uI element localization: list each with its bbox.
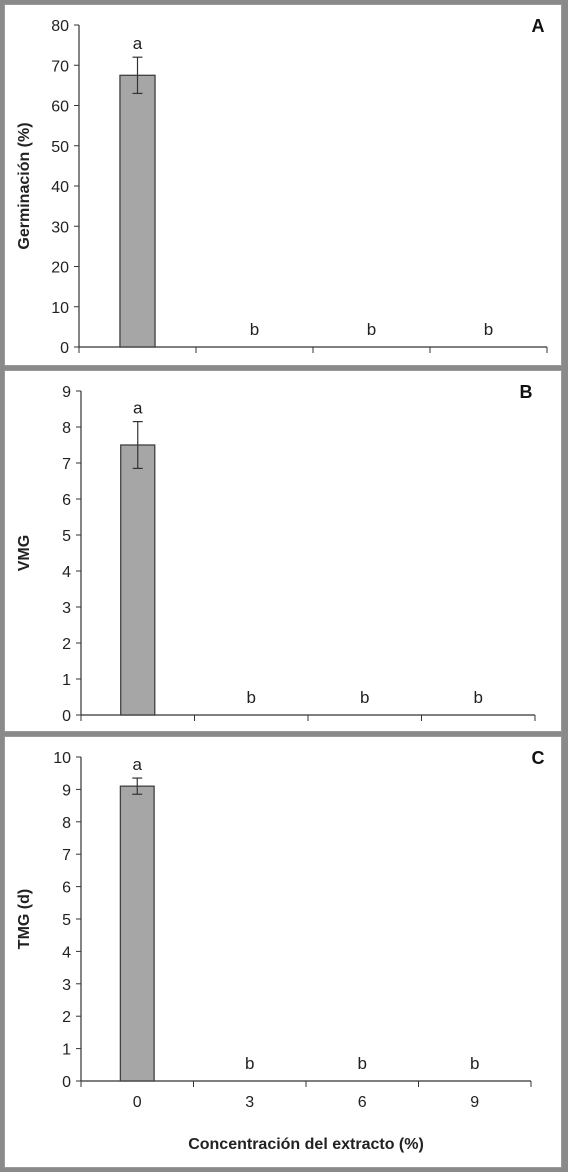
significance-label: b — [358, 1054, 367, 1073]
y-tick-label: 40 — [51, 179, 69, 196]
y-axis-title: VMG — [16, 535, 33, 571]
y-tick-label: 2 — [62, 1009, 71, 1026]
y-tick-label: 6 — [62, 880, 71, 897]
chart-b-svg: 0 1 2 3 4 5 6 7 8 9 a b b b VMG B — [16, 382, 536, 725]
y-tick-label: 8 — [62, 815, 71, 832]
significance-label: a — [133, 755, 143, 774]
significance-label: b — [474, 688, 483, 707]
x-tick-label: 6 — [358, 1094, 367, 1111]
significance-label: b — [367, 320, 376, 339]
y-tick-label: 1 — [62, 1042, 71, 1059]
panel-letter: C — [532, 748, 545, 768]
y-tick-label: 0 — [60, 340, 69, 357]
significance-label: a — [133, 399, 143, 418]
y-tick-label: 0 — [62, 1074, 71, 1091]
significance-label: b — [245, 1054, 254, 1073]
y-tick-label: 6 — [62, 492, 71, 509]
bar — [119, 785, 155, 1082]
chart-a-svg: 0 10 20 30 40 50 60 70 80 a b b b Germinación (%) A — [16, 16, 548, 357]
chart-panel-c: 0 1 2 3 4 5 6 7 8 9 10 a 0 b 3 b 6 b 9 TMG (d) C Concentració… — [4, 736, 562, 1168]
x-tick-label: 3 — [245, 1094, 254, 1111]
y-tick-label: 60 — [51, 99, 69, 116]
y-tick-label: 2 — [62, 636, 71, 653]
y-tick-label: 3 — [62, 600, 71, 617]
y-tick-label: 80 — [51, 18, 69, 35]
y-tick-label: 8 — [62, 420, 71, 437]
y-tick-label: 5 — [62, 528, 71, 545]
y-tick-label: 7 — [62, 456, 71, 473]
y-tick-label: 4 — [62, 564, 71, 581]
y-tick-label: 1 — [62, 672, 71, 689]
panel-letter: B — [520, 382, 533, 402]
x-tick-label: 9 — [470, 1094, 479, 1111]
bar — [119, 74, 156, 348]
panel-letter: A — [532, 16, 545, 36]
significance-label: a — [133, 34, 143, 53]
chart-c-svg: 0 1 2 3 4 5 6 7 8 9 10 a 0 b 3 b 6 b 9 TMG (d) C Concentració… — [16, 748, 545, 1153]
y-tick-label: 30 — [51, 219, 69, 236]
y-axis-title: TMG (d) — [16, 889, 33, 949]
y-tick-label: 0 — [62, 708, 71, 725]
y-tick-label: 20 — [51, 260, 69, 277]
y-tick-label: 50 — [51, 139, 69, 156]
y-tick-label: 10 — [53, 750, 71, 767]
bar — [120, 444, 156, 716]
significance-label: b — [484, 320, 493, 339]
y-tick-label: 9 — [62, 384, 71, 401]
chart-panel-a: 0 10 20 30 40 50 60 70 80 a b b b Germinación (%) A — [4, 4, 562, 366]
chart-panel-b: 0 1 2 3 4 5 6 7 8 9 a b b b VMG B — [4, 370, 562, 732]
y-tick-label: 9 — [62, 782, 71, 799]
y-tick-label: 7 — [62, 847, 71, 864]
y-tick-label: 10 — [51, 300, 69, 317]
y-tick-label: 70 — [51, 58, 69, 75]
x-tick-label: 0 — [133, 1094, 142, 1111]
significance-label: b — [360, 688, 369, 707]
significance-label: b — [470, 1054, 479, 1073]
y-tick-label: 4 — [62, 944, 71, 961]
y-tick-label: 3 — [62, 977, 71, 994]
significance-label: b — [250, 320, 259, 339]
significance-label: b — [247, 688, 256, 707]
x-axis-title: Concentración del extracto (%) — [188, 1136, 424, 1153]
y-tick-label: 5 — [62, 912, 71, 929]
y-axis-title: Germinación (%) — [16, 122, 33, 249]
